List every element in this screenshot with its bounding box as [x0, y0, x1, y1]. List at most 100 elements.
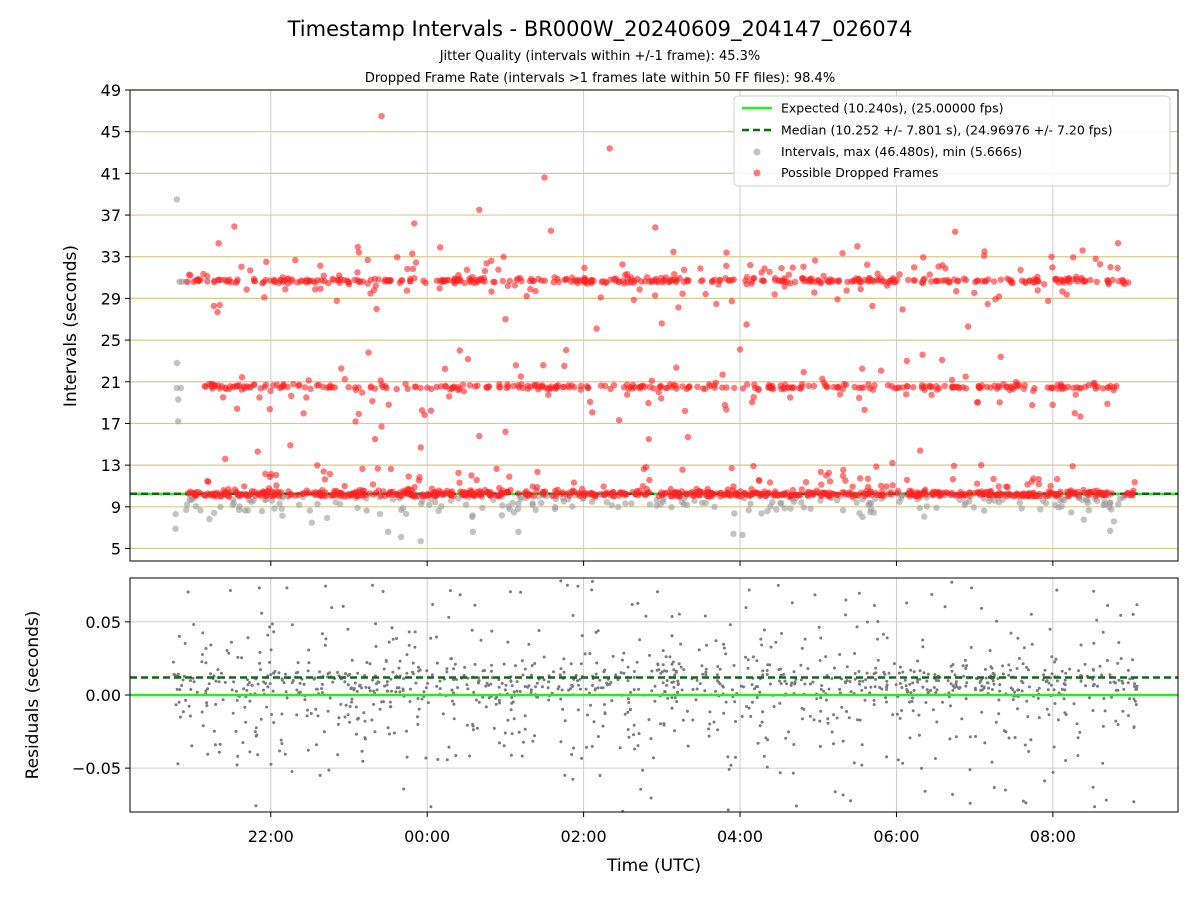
residual-point	[885, 687, 889, 691]
dropped-frame-point	[903, 391, 910, 398]
dropped-frame-point	[642, 491, 649, 498]
residual-point	[616, 678, 620, 682]
residual-point	[935, 720, 939, 724]
y-tick-label: 5	[111, 539, 121, 558]
residual-point	[895, 712, 899, 716]
residual-point	[997, 698, 1001, 702]
residual-point	[716, 665, 720, 668]
dropped-frame-point	[844, 278, 851, 286]
residual-point	[331, 680, 335, 684]
residual-point	[676, 679, 680, 683]
residual-point	[188, 714, 192, 718]
residual-point	[1103, 709, 1107, 713]
residual-point	[314, 707, 318, 711]
dropped-frame-point	[667, 485, 674, 493]
dropped-frame-point	[627, 383, 634, 391]
dropped-frame-point	[578, 485, 586, 493]
residual-point	[502, 662, 506, 666]
interval-point	[615, 503, 622, 511]
dropped-frame-point	[750, 275, 758, 282]
residual-point	[1015, 667, 1019, 670]
dropped-frame-point	[472, 492, 479, 499]
residual-point	[968, 735, 972, 739]
dropped-frame-point	[532, 287, 539, 295]
dropped-frame-point	[555, 382, 562, 389]
residual-point	[758, 690, 762, 694]
dropped-frame-point	[817, 468, 824, 476]
residual-point	[761, 673, 765, 677]
dropped-frame-point	[515, 490, 522, 497]
residual-point	[1062, 682, 1066, 686]
residual-point	[512, 717, 516, 721]
residual-point	[845, 710, 849, 713]
dropped-frame-point	[953, 287, 960, 295]
residual-point	[1027, 750, 1031, 753]
dropped-frame-point	[589, 409, 596, 416]
dropped-frame-point	[1061, 384, 1069, 392]
residual-point	[560, 688, 564, 692]
interval-point	[981, 507, 988, 514]
residual-point	[762, 754, 766, 758]
residual-point	[405, 729, 408, 733]
interval-point	[509, 499, 516, 507]
dropped-frame-point	[728, 464, 735, 472]
residual-point	[284, 690, 288, 694]
residual-point	[1021, 662, 1025, 666]
dropped-frame-point	[643, 485, 650, 493]
dropped-frame-point	[233, 405, 241, 412]
residual-point	[519, 590, 523, 594]
dropped-frame-point	[193, 492, 200, 499]
residual-point	[209, 643, 213, 647]
residual-point	[746, 658, 750, 662]
dropped-frame-point	[377, 377, 384, 384]
interval-point	[1080, 516, 1088, 523]
residual-point	[373, 730, 377, 734]
residual-point	[1016, 636, 1020, 640]
dropped-frame-point	[581, 264, 588, 271]
interval-point	[192, 503, 200, 510]
residual-point	[303, 698, 307, 702]
dropped-frame-point	[907, 490, 914, 497]
dropped-frame-point	[387, 488, 394, 496]
y-tick-label: −0.05	[72, 759, 121, 778]
residual-point	[1112, 680, 1116, 684]
residual-point	[668, 655, 672, 659]
residual-point	[492, 726, 496, 730]
residual-point	[378, 707, 382, 711]
interval-point	[731, 510, 738, 517]
dropped-frame-point	[729, 487, 736, 494]
residual-point	[670, 662, 674, 666]
residual-point	[510, 684, 514, 688]
residual-point	[704, 667, 708, 671]
residual-point	[296, 670, 300, 674]
residual-point	[277, 671, 281, 675]
residual-point	[1114, 719, 1118, 723]
dropped-frame-point	[262, 470, 269, 477]
dropped-frame-point	[615, 417, 623, 424]
interval-point	[970, 504, 977, 511]
residual-point	[800, 706, 804, 710]
residual-point	[639, 787, 643, 791]
residual-point	[1079, 643, 1083, 647]
residual-point	[1101, 630, 1105, 634]
residual-point	[494, 702, 498, 706]
residual-point	[455, 678, 458, 681]
dropped-frame-point	[231, 486, 239, 493]
dropped-frame-point	[466, 382, 473, 389]
residual-point	[761, 669, 765, 673]
residual-point	[1105, 659, 1109, 662]
residual-point	[734, 755, 737, 759]
residual-point	[336, 722, 340, 726]
dropped-frame-point	[1069, 463, 1076, 470]
residual-point	[242, 687, 246, 691]
interval-point	[376, 510, 384, 518]
residual-point	[254, 726, 258, 730]
residual-point	[596, 735, 600, 738]
residual-point	[926, 672, 930, 676]
residual-point	[783, 679, 787, 683]
dropped-frame-point	[354, 269, 361, 276]
dropped-frame-point	[261, 294, 268, 301]
residual-point	[176, 672, 180, 676]
interval-point	[532, 506, 539, 514]
interval-point	[896, 498, 903, 505]
